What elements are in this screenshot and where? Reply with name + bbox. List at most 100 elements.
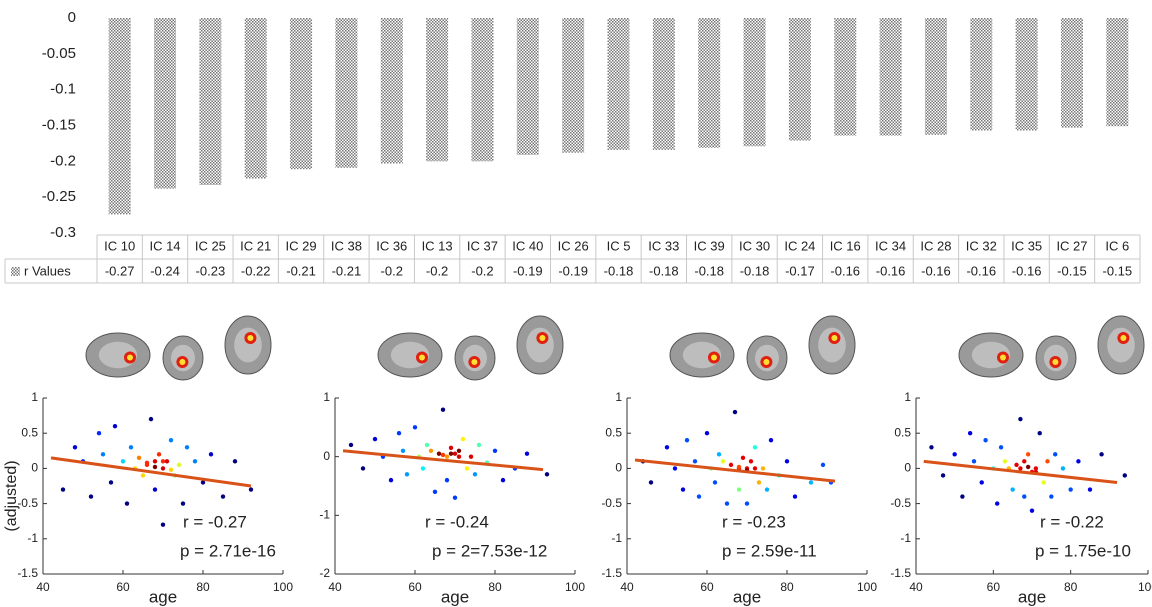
y-tick-label: -1 bbox=[319, 508, 330, 522]
bar bbox=[1061, 18, 1083, 128]
scatter-point bbox=[169, 468, 173, 472]
figure: 0-0.05-0.1-0.15-0.2-0.25-0.3IC 10-0.27IC… bbox=[0, 0, 1152, 607]
x-tick-label: 40 bbox=[909, 580, 923, 594]
bar bbox=[517, 18, 539, 155]
scatter-point bbox=[121, 459, 125, 463]
y-tick-label: 1 bbox=[323, 390, 330, 404]
scatter-point bbox=[469, 454, 473, 458]
x-tick-label: 80 bbox=[488, 580, 502, 594]
scatter-point bbox=[453, 452, 457, 456]
activation-blob bbox=[127, 355, 133, 361]
bar bbox=[381, 18, 403, 163]
scatter-point bbox=[749, 459, 753, 463]
scatter-point bbox=[109, 480, 113, 484]
scatter-point bbox=[757, 480, 761, 484]
x-axis-label: age bbox=[441, 587, 469, 606]
y-tick-label: 1 bbox=[615, 390, 622, 404]
scatter-point bbox=[737, 465, 741, 469]
scatter-point bbox=[149, 417, 153, 421]
value-label: -0.27 bbox=[105, 263, 135, 278]
bar bbox=[199, 18, 221, 185]
category-label: IC 14 bbox=[149, 238, 180, 253]
bar bbox=[880, 18, 902, 136]
scatter-point bbox=[89, 494, 93, 498]
y-tick-label: -0.3 bbox=[50, 224, 76, 241]
x-tick-label: 100 bbox=[1138, 580, 1152, 594]
scatter-point bbox=[1014, 463, 1018, 467]
bar bbox=[109, 18, 131, 214]
bar bbox=[290, 18, 312, 169]
scatter-point bbox=[429, 449, 433, 453]
annotation: r = -0.23 bbox=[722, 512, 786, 531]
scatter-point bbox=[349, 443, 353, 447]
scatter-point bbox=[769, 438, 773, 442]
scatter-point bbox=[741, 456, 745, 460]
y-tick-label: 0 bbox=[31, 461, 38, 475]
scatter-point bbox=[1022, 494, 1026, 498]
scatter-point bbox=[1026, 465, 1030, 469]
scatter-point bbox=[673, 466, 677, 470]
x-tick-label: 60 bbox=[408, 580, 422, 594]
category-label: IC 21 bbox=[240, 238, 271, 253]
category-label: IC 34 bbox=[875, 238, 906, 253]
bar bbox=[608, 18, 630, 150]
scatter-point bbox=[545, 472, 549, 476]
scatter-point bbox=[1076, 459, 1080, 463]
activation-blob bbox=[1052, 359, 1058, 365]
scatter-point bbox=[437, 452, 441, 456]
scatter-point bbox=[389, 478, 393, 482]
scatter-point bbox=[97, 431, 101, 435]
scatter-point bbox=[1030, 508, 1034, 512]
category-label: IC 26 bbox=[558, 238, 589, 253]
y-tick-label: -1 bbox=[27, 531, 38, 545]
scatter-point bbox=[457, 454, 461, 458]
activation-blob bbox=[539, 335, 545, 341]
scatter-point bbox=[445, 478, 449, 482]
value-label: -0.2 bbox=[471, 263, 493, 278]
scatter-point bbox=[221, 494, 225, 498]
category-label: IC 25 bbox=[195, 238, 226, 253]
y-tick-label: -0.05 bbox=[42, 45, 76, 62]
bar bbox=[834, 18, 856, 136]
y-tick-label: 0 bbox=[323, 449, 330, 463]
scatter-point bbox=[157, 452, 161, 456]
scatter-point bbox=[145, 461, 149, 465]
legend-swatch bbox=[11, 267, 20, 276]
x-tick-label: 60 bbox=[987, 580, 1001, 594]
scatter-point bbox=[697, 494, 701, 498]
scatter-point bbox=[1018, 466, 1022, 470]
bar bbox=[1106, 18, 1128, 126]
category-label: IC 28 bbox=[920, 238, 951, 253]
scatter-point bbox=[405, 472, 409, 476]
bar bbox=[562, 18, 584, 153]
scatter-point bbox=[665, 445, 669, 449]
scatter-point bbox=[1061, 466, 1065, 470]
scatter-point bbox=[745, 501, 749, 505]
scatter-point bbox=[649, 480, 653, 484]
value-label: -0.16 bbox=[966, 263, 996, 278]
bar bbox=[471, 18, 493, 161]
scatter-point bbox=[999, 445, 1003, 449]
scatter-point bbox=[1123, 473, 1127, 477]
scatter-point bbox=[733, 410, 737, 414]
bar bbox=[789, 18, 811, 141]
annotation: r = -0.24 bbox=[425, 512, 489, 531]
bar bbox=[335, 18, 357, 168]
x-tick-label: 80 bbox=[196, 580, 210, 594]
bar bbox=[698, 18, 720, 148]
scatter-point bbox=[209, 452, 213, 456]
y-tick-label: 0.5 bbox=[21, 425, 38, 439]
y-tick-label: 0.5 bbox=[894, 425, 911, 439]
y-tick-label: 0 bbox=[904, 461, 911, 475]
scatter-point bbox=[968, 431, 972, 435]
scatter-point bbox=[972, 459, 976, 463]
scatter-point bbox=[161, 466, 165, 470]
scatter-point bbox=[425, 443, 429, 447]
value-label: -0.19 bbox=[513, 263, 543, 278]
category-label: IC 13 bbox=[422, 238, 453, 253]
y-tick-label: -0.2 bbox=[50, 152, 76, 169]
y-tick-label: -0.5 bbox=[17, 496, 38, 510]
x-tick-label: 80 bbox=[780, 580, 794, 594]
scatter-point bbox=[161, 459, 165, 463]
scatter-point bbox=[761, 466, 765, 470]
